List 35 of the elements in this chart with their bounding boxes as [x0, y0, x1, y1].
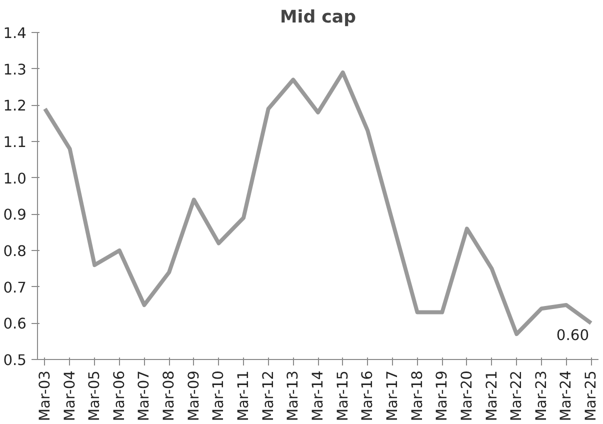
x-tick-label: Mar-19 [434, 370, 451, 422]
x-tick-label: Mar-10 [210, 370, 228, 422]
x-tick-label: Mar-18 [408, 370, 426, 422]
x-tick-label: Mar-20 [458, 370, 476, 422]
x-tick-label: Mar-11 [235, 370, 252, 422]
y-tick-label: 1.1 [3, 134, 27, 151]
x-tick-label: Mar-03 [36, 370, 54, 422]
y-tick-label: 0.6 [3, 316, 27, 333]
y-tick-label: 1.3 [3, 61, 27, 78]
x-tick-label: Mar-15 [334, 370, 352, 422]
x-tick-label: Mar-25 [582, 370, 600, 422]
y-tick-label: 1.4 [3, 25, 27, 42]
chart-title: Mid cap [280, 8, 356, 28]
x-tick-label: Mar-09 [185, 370, 202, 422]
y-tick-label: 0.9 [3, 206, 27, 224]
x-tick-label: Mar-07 [136, 370, 153, 422]
x-tick-label: Mar-05 [86, 370, 104, 422]
x-tick-label: Mar-13 [284, 370, 302, 422]
data-label: 0.60 [556, 327, 590, 344]
y-tick-label: 1.0 [3, 170, 27, 188]
x-tick-label: Mar-12 [260, 370, 277, 422]
x-tick-label: Mar-08 [160, 370, 178, 422]
y-tick-label: 1.2 [3, 98, 27, 115]
x-tick-label: Mar-24 [558, 370, 575, 422]
x-tick-label: Mar-04 [61, 370, 78, 422]
x-tick-label: Mar-16 [359, 370, 376, 422]
x-tick-label: Mar-21 [483, 370, 500, 422]
x-tick-label: Mar-17 [384, 370, 401, 422]
x-tick-label: Mar-23 [532, 370, 550, 422]
x-tick-label: Mar-14 [310, 370, 326, 422]
y-tick-label: 0.5 [3, 352, 27, 369]
x-tick-label: Mar-22 [508, 370, 526, 422]
y-tick-label: 0.7 [3, 279, 27, 296]
y-tick-label: 0.8 [3, 243, 27, 260]
x-tick-label: Mar-06 [110, 370, 128, 422]
